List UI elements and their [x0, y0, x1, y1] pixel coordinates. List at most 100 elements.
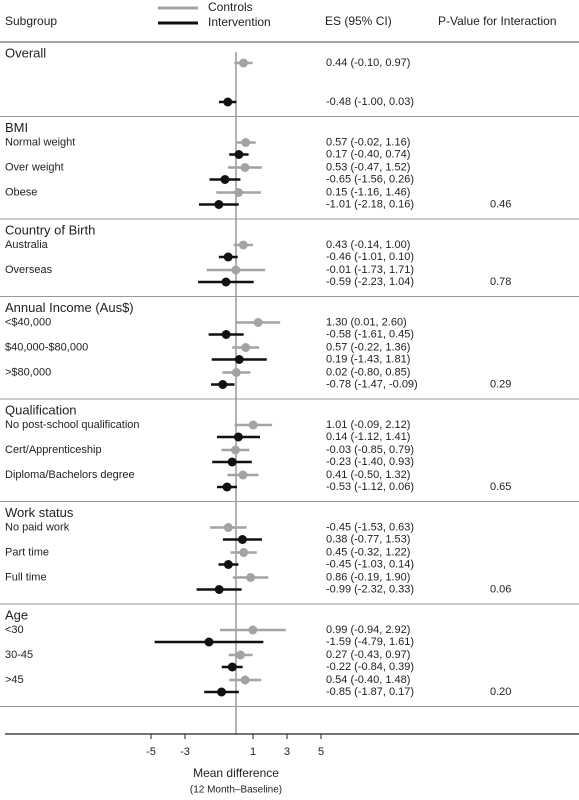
estimate-label: 1.01 (-0.09, 2.12) [326, 419, 410, 431]
estimate-dot [234, 150, 244, 159]
p-value: 0.29 [490, 378, 511, 390]
p-value: 0.65 [490, 481, 511, 493]
estimate-label: -0.59 (-2.23, 1.04) [326, 276, 414, 288]
estimate-dot [214, 200, 224, 209]
estimate-dot [223, 560, 233, 569]
estimate-dot [253, 318, 263, 327]
estimate-label: 0.44 (-0.10, 0.97) [326, 57, 410, 69]
estimate-dot [234, 355, 244, 364]
subgroup-label: Diploma/Bachelors degree [5, 469, 135, 481]
subgroup-label: 30-45 [5, 649, 33, 661]
group-title: BMI [5, 120, 28, 135]
subgroup-label: $40,000-$80,000 [5, 341, 88, 353]
estimate-dot [218, 380, 228, 389]
p-value: 0.06 [490, 583, 511, 595]
estimate-dot [221, 277, 231, 287]
estimate-dot [214, 585, 224, 594]
x-axis-label: Mean difference [193, 766, 279, 780]
group-title: Country of Birth [5, 222, 95, 237]
estimate-dot [221, 330, 231, 339]
subgroup-label: Overseas [5, 264, 53, 276]
p-value: 0.20 [490, 686, 511, 698]
estimate-dot [230, 445, 240, 455]
estimate-dot [239, 548, 249, 557]
subgroup-label: No post-school qualification [5, 419, 140, 431]
estimate-dot [240, 163, 250, 172]
x-tick-label: 1 [250, 746, 256, 758]
estimate-label: 0.27 (-0.43, 0.97) [326, 649, 410, 661]
group-title: Age [5, 607, 28, 622]
subgroup-label: Normal weight [5, 136, 75, 148]
subgroup-label: Obese [5, 186, 37, 198]
legend-label: Intervention [208, 15, 271, 29]
estimate-label: -0.99 (-2.32, 0.33) [326, 583, 414, 595]
estimate-label: 0.45 (-0.32, 1.22) [326, 546, 410, 558]
column-header: Subgroup [5, 14, 57, 28]
estimate-label: -0.78 (-1.47, -0.09) [326, 378, 418, 390]
estimate-label: 0.99 (-0.94, 2.92) [326, 624, 410, 636]
estimate-dot [231, 265, 241, 275]
estimate-dot [222, 482, 232, 492]
estimate-label: -0.23 (-1.40, 0.93) [326, 456, 414, 468]
estimate-dot [238, 470, 248, 480]
estimate-label: -0.58 (-1.61, 0.45) [326, 328, 414, 340]
subgroup-label: Full time [5, 571, 47, 583]
estimate-label: 0.57 (-0.02, 1.16) [326, 136, 410, 148]
estimate-dot [227, 662, 237, 672]
group-title: Qualification [5, 402, 77, 417]
group-title: Overall [5, 45, 46, 60]
estimate-dot [223, 523, 233, 532]
estimate-label: -0.85 (-1.87, 0.17) [326, 686, 414, 698]
estimate-label: -0.46 (-1.01, 0.10) [326, 251, 414, 263]
estimate-label: -0.03 (-0.85, 0.79) [326, 444, 414, 456]
estimate-label: 0.17 (-0.40, 0.74) [326, 148, 410, 160]
estimate-dot [246, 573, 256, 582]
estimate-dot [234, 188, 244, 197]
estimate-dot [217, 687, 227, 697]
estimate-label: 0.86 (-0.19, 1.90) [326, 571, 410, 583]
column-header: ES (95% CI) [325, 14, 392, 28]
p-value: 0.46 [490, 198, 511, 210]
group-title: Annual Income (Aus$) [5, 300, 134, 315]
subgroup-label: >$80,000 [5, 366, 51, 378]
estimate-dot [223, 97, 233, 107]
estimate-label: 0.02 (-0.80, 0.85) [326, 366, 410, 378]
estimate-label: -0.22 (-0.84, 0.39) [326, 661, 414, 673]
estimate-dot [233, 432, 243, 442]
estimate-dot [231, 368, 241, 377]
p-value: 0.78 [490, 276, 511, 288]
estimate-dot [237, 535, 247, 544]
estimate-label: 0.54 (-0.40, 1.48) [326, 674, 410, 686]
estimate-label: 0.43 (-0.14, 1.00) [326, 239, 410, 251]
estimate-dot [248, 420, 258, 430]
estimate-label: -0.48 (-1.00, 0.03) [326, 96, 414, 108]
column-header: P-Value for Interaction [438, 14, 557, 28]
x-tick-label: -5 [146, 746, 156, 758]
estimate-label: -0.01 (-1.73, 1.71) [326, 264, 414, 276]
subgroup-label: <$40,000 [5, 316, 51, 328]
subgroup-label: Part time [5, 546, 49, 558]
estimate-label: 1.30 (0.01, 2.60) [326, 316, 407, 328]
estimate-dot [236, 650, 246, 660]
legend-label: Controls [208, 0, 253, 14]
estimate-dot [238, 240, 248, 250]
estimate-dot [238, 58, 248, 68]
estimate-label: -0.45 (-1.03, 0.14) [326, 558, 414, 570]
subgroup-label: No paid work [5, 521, 70, 533]
subgroup-label: Over weight [5, 161, 64, 173]
estimate-label: 0.15 (-1.16, 1.46) [326, 186, 410, 198]
group-title: Work status [5, 505, 74, 520]
estimate-label: 0.19 (-1.43, 1.81) [326, 353, 410, 365]
estimate-dot [248, 625, 258, 635]
estimate-label: -0.53 (-1.12, 0.06) [326, 481, 414, 493]
estimate-dot [227, 457, 237, 467]
estimate-dot [220, 175, 230, 184]
estimate-dot [241, 138, 251, 147]
subgroup-label: Australia [5, 239, 49, 251]
subgroup-label: >45 [5, 674, 24, 686]
subgroup-label: <30 [5, 624, 24, 636]
estimate-label: -0.45 (-1.53, 0.63) [326, 521, 414, 533]
subgroup-label: Cert/Apprenticeship [5, 444, 102, 456]
